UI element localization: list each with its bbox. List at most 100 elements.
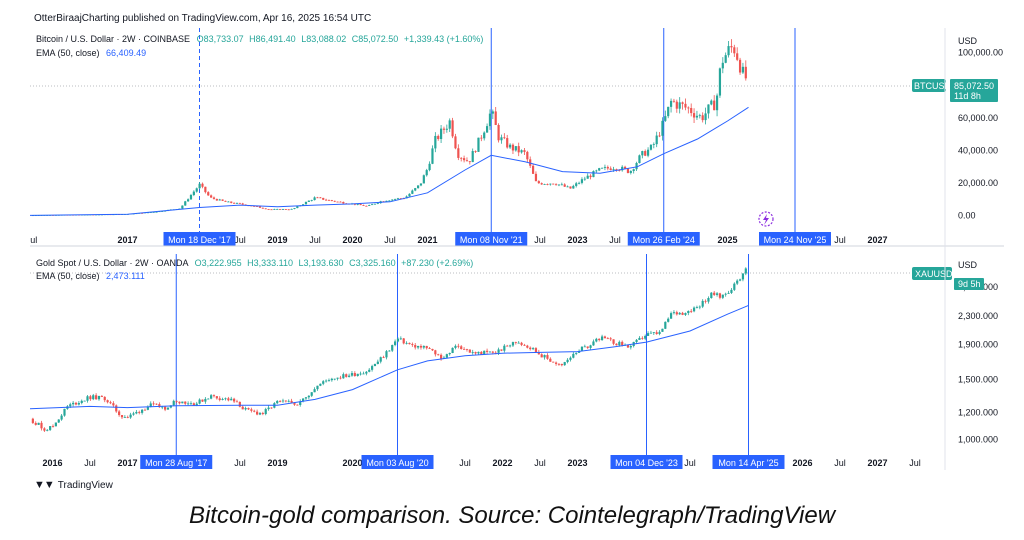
- candle-body: [210, 395, 213, 399]
- gold-pane[interactable]: 1,000.000 1,200.000 1,500.000 1,900.000 2,30…: [29, 254, 998, 469]
- candle-body: [523, 344, 526, 346]
- candle-body: [92, 395, 95, 400]
- candle-body: [540, 183, 543, 185]
- candle-body: [307, 395, 310, 398]
- candle-body: [37, 422, 40, 425]
- candle-body: [606, 166, 609, 169]
- candle-body: [425, 170, 428, 176]
- candle-body: [287, 209, 290, 211]
- candle-body: [270, 209, 273, 211]
- candle-body: [692, 113, 696, 118]
- candle-body: [690, 310, 693, 312]
- candle-body: [83, 400, 86, 402]
- time-tick-label: ul: [30, 235, 37, 245]
- gold-price-axis[interactable]: 1,000.000 1,200.000 1,500.000 1,900.000 2,30…: [958, 282, 998, 444]
- btc-pane[interactable]: 0.00 20,000.00 40,000.00 60,000.00 100,000.0…: [29, 28, 1003, 246]
- candle-body: [738, 59, 742, 73]
- candle-body: [721, 294, 724, 298]
- candle-body: [399, 338, 402, 340]
- candle-body: [302, 398, 305, 402]
- candle-body: [690, 108, 693, 114]
- candle-body: [356, 204, 359, 205]
- candle-body: [598, 338, 601, 341]
- candle-body: [198, 183, 201, 189]
- candle-body: [715, 293, 719, 295]
- candle-body: [600, 167, 604, 169]
- candle-body: [158, 404, 161, 408]
- candle-body: [155, 403, 158, 405]
- time-tick-label: Jul: [309, 235, 321, 245]
- candle-body: [471, 151, 474, 163]
- candle-body: [451, 347, 454, 353]
- candle-body: [577, 182, 581, 184]
- gold-time-axis[interactable]: 2016Jul2017Jul2019202021Jul2022Jul2023Ju…: [42, 458, 920, 468]
- btc-legend: Bitcoin / U.S. Dollar · 2W · COINBASE O8…: [36, 34, 483, 58]
- gold-countdown-tag: 9d 5h: [958, 279, 981, 289]
- candle-body: [508, 144, 512, 148]
- price-tick-label: 0.00: [958, 211, 976, 221]
- candle-body: [135, 411, 138, 414]
- candle-body: [701, 115, 704, 121]
- candle-body: [554, 362, 558, 364]
- candle-body: [718, 68, 722, 96]
- marker-label-bg: [455, 232, 528, 246]
- candle-body: [109, 402, 112, 404]
- btc-marker-labels: Mon 18 Dec '17 Mon 08 Nov '21 Mon 26 Feb '…: [163, 232, 831, 246]
- marker-label: Mon 03 Aug '20: [366, 458, 428, 468]
- candle-body: [230, 398, 233, 401]
- candle-body: [396, 198, 400, 200]
- btc-ema-line: [29, 106, 749, 216]
- price-tick-label: 20,000.00: [958, 178, 998, 188]
- btc-event-icon[interactable]: [758, 211, 774, 227]
- candle-body: [500, 137, 503, 141]
- candle-body: [391, 199, 394, 201]
- candle-body: [667, 106, 670, 117]
- time-tick-label: 2026: [792, 458, 812, 468]
- candle-body: [347, 375, 351, 377]
- candle-body: [370, 366, 374, 370]
- candle-body: [319, 383, 322, 386]
- candle-body: [373, 363, 377, 367]
- candle-body: [718, 293, 722, 298]
- candle-body: [557, 363, 561, 365]
- candle-body: [523, 150, 526, 152]
- candle-body: [80, 400, 83, 403]
- candle-body: [316, 385, 319, 390]
- candle-body: [69, 404, 72, 407]
- gold-countdown-tag-bg: [954, 278, 984, 290]
- candle-body: [322, 381, 325, 384]
- candle-body: [422, 345, 425, 348]
- btc-markers: [199, 28, 796, 232]
- time-tick-label: 2021: [417, 235, 437, 245]
- candle-body: [264, 208, 267, 210]
- marker-label: Mon 18 Dec '17: [168, 235, 231, 245]
- btc-time-axis[interactable]: ul 2017 Jul 2019 Jul 2020 Jul 2021 Jul 2023 Jul 202…: [30, 235, 887, 245]
- candle-body: [212, 395, 216, 397]
- candle-body: [195, 188, 198, 192]
- candle-body: [589, 345, 592, 348]
- candle-body: [63, 408, 66, 416]
- time-tick-label: Jul: [534, 458, 546, 468]
- candle-body: [207, 398, 210, 400]
- candle-body: [649, 332, 653, 334]
- marker-label: Mon 24 Nov '25: [764, 235, 827, 245]
- candle-body: [342, 374, 345, 379]
- btc-price-axis[interactable]: 0.00 20,000.00 40,000.00 60,000.00 100,000.0…: [958, 47, 1003, 220]
- candle-body: [710, 100, 713, 105]
- candle-body: [296, 206, 299, 209]
- candle-body: [267, 407, 270, 410]
- candle-body: [600, 336, 604, 341]
- candle-body: [201, 399, 204, 402]
- price-tick-label: 2,300.000: [958, 311, 998, 321]
- candle-body: [382, 357, 385, 359]
- candle-body: [161, 406, 164, 408]
- candle-body: [480, 351, 483, 355]
- candle-body: [623, 166, 627, 169]
- candle-body: [675, 101, 678, 109]
- tradingview-brand[interactable]: ▼▼ TradingView: [34, 479, 113, 491]
- candle-body: [442, 128, 446, 130]
- candle-body: [534, 348, 538, 353]
- candle-body: [143, 409, 147, 411]
- candle-body: [626, 344, 630, 348]
